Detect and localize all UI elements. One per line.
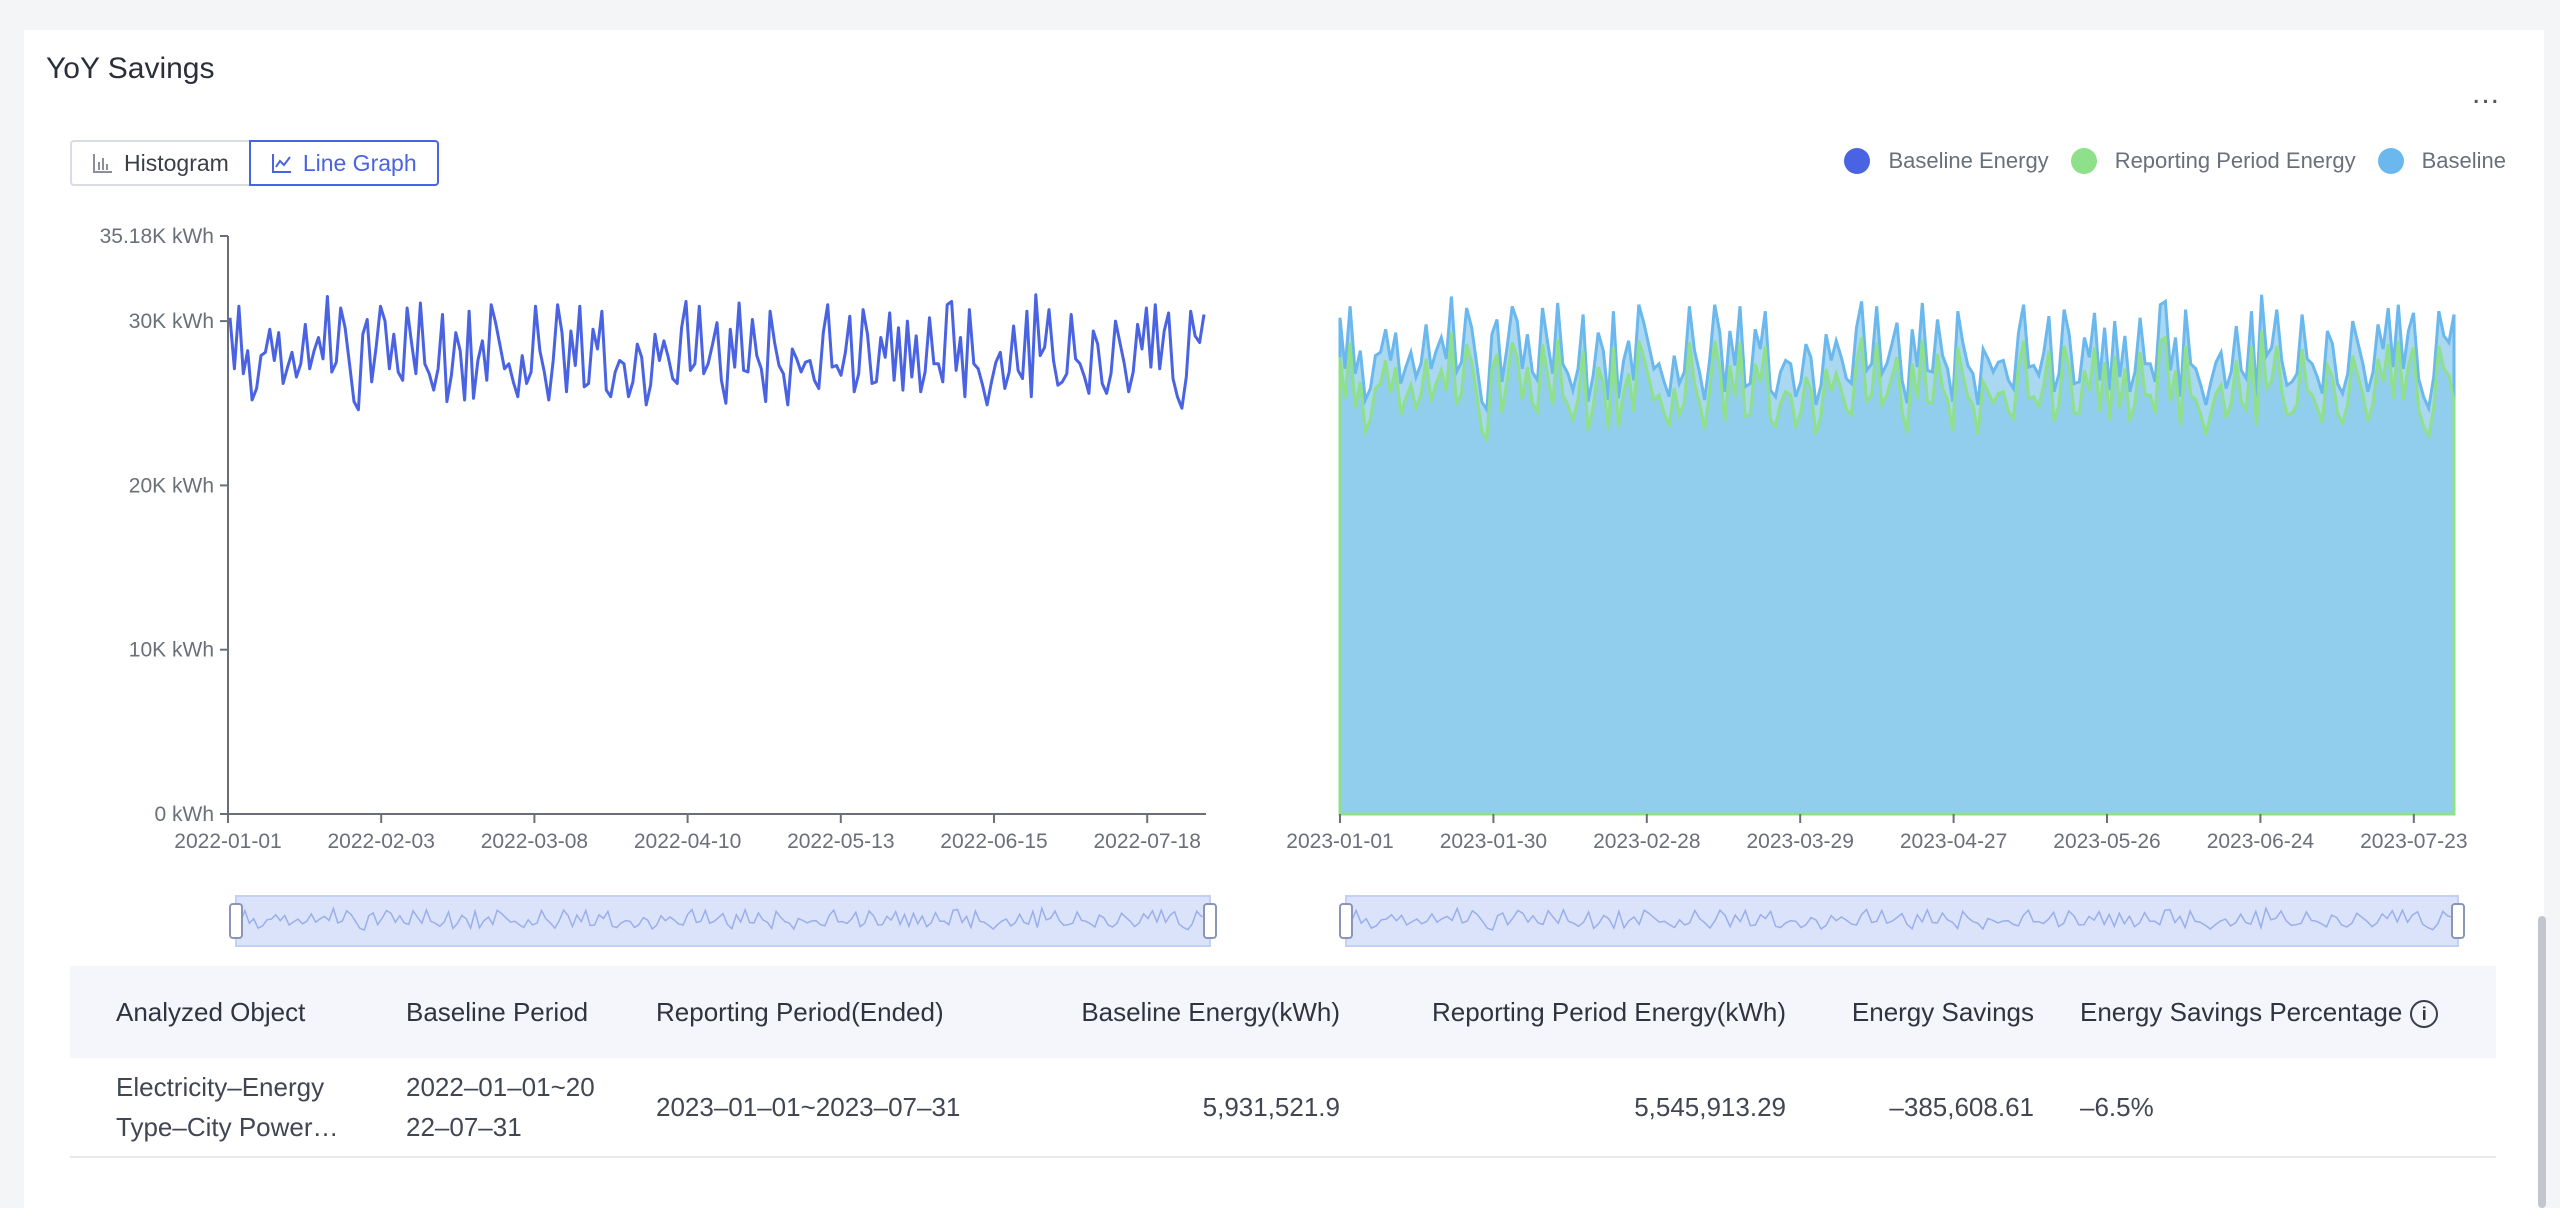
line-graph-icon (271, 154, 291, 173)
chart-legend: Baseline Energy Reporting Period Energy … (1844, 148, 2506, 174)
info-icon[interactable]: i (2410, 1000, 2439, 1029)
left-zoom-preview (235, 905, 1211, 931)
series-line-baseline-energy (228, 293, 1206, 412)
legend-label: Baseline (2421, 148, 2506, 173)
header-savings-percentage-label: Energy Savings Percentage (2080, 997, 2403, 1027)
cell-reporting-energy: 5,545,913.29 (1634, 1092, 1786, 1122)
legend-dot-baseline-energy (1844, 148, 1871, 174)
histogram-button[interactable]: Histogram (70, 140, 249, 186)
x-tick-label: 2022-01-01 (174, 830, 281, 853)
cell-energy-savings: –385,608.61 (1889, 1092, 2034, 1122)
legend-dot-reporting-period-energy (2070, 148, 2097, 174)
line-graph-button[interactable]: Line Graph (248, 140, 439, 186)
charts-canvas: 0 kWh 10K kWh 20K kWh 30K kWh 35.18K kWh 2022… (100, 225, 2468, 947)
x-tick-label: 2022-04-10 (634, 830, 741, 853)
cell-baseline-energy: 5,931,521.9 (1202, 1092, 1340, 1122)
right-zoom-handle-end[interactable] (2451, 903, 2465, 939)
legend-item-reporting-period-energy[interactable]: Reporting Period Energy (2070, 148, 2356, 174)
right-zoom-preview (1345, 906, 2459, 931)
x-tick-label: 2023-07-23 (2360, 830, 2467, 853)
left-zoom-handle-end[interactable] (1203, 903, 1217, 939)
right-zoom-track (1345, 895, 2459, 947)
x-tick-label: 2023-01-01 (1286, 830, 1393, 853)
y-tick-label: 0 kWh (154, 803, 214, 826)
x-tick-label: 2023-02-28 (1593, 830, 1700, 853)
y-tick-label: 30K kWh (129, 310, 214, 333)
cell-analyzed-object: Electricity–Energy Type–City Power… (70, 1067, 360, 1147)
header-savings-percentage: Energy Savings Percentage i (2034, 992, 2494, 1032)
left-zoom-handle-start[interactable] (229, 903, 243, 939)
legend-item-baseline-energy[interactable]: Baseline Energy (1844, 148, 2049, 174)
header-energy-savings: Energy Savings (1851, 997, 2034, 1027)
histogram-label: Histogram (124, 149, 229, 176)
table-row: Electricity–Energy Type–City Power… 2022… (70, 1058, 2496, 1158)
x-tick-label: 2023-04-27 (1900, 830, 2007, 853)
x-tick-label: 2023-06-24 (2207, 830, 2315, 853)
left-zoom-track (235, 895, 1211, 947)
x-tick-label: 2023-03-29 (1746, 830, 1853, 853)
x-tick-label: 2023-05-26 (2053, 830, 2160, 853)
x-tick-label: 2022-02-03 (327, 830, 434, 853)
histogram-icon (93, 154, 112, 173)
card-title: YoY Savings (46, 52, 215, 85)
x-tick-label: 2022-03-08 (481, 830, 588, 853)
cell-reporting-period: 2023–01–01~2023–07–31 (656, 1092, 961, 1122)
x-tick-label: 2022-06-15 (940, 830, 1047, 853)
legend-label: Baseline Energy (1888, 148, 2049, 173)
chart-type-toggle: Histogram Line Graph (70, 140, 439, 186)
y-tick-label: 20K kWh (129, 474, 214, 497)
legend-dot-baseline (2377, 148, 2404, 174)
legend-label: Reporting Period Energy (2114, 148, 2356, 173)
header-analyzed-object: Analyzed Object (116, 997, 306, 1027)
line-graph-label: Line Graph (302, 149, 417, 176)
object-line-1: Electricity–Energy (116, 1072, 325, 1102)
header-baseline-period: Baseline Period (406, 997, 589, 1027)
legend-item-baseline[interactable]: Baseline (2377, 148, 2506, 174)
baseline-period-line-2: 22–07–31 (406, 1112, 522, 1142)
object-line-2: Type–City Power… (116, 1112, 339, 1142)
baseline-period-line-1: 2022–01–01~20 (406, 1072, 595, 1102)
series-area-reporting-period-energy (1338, 330, 2456, 816)
header-baseline-energy: Baseline Energy(kWh) (1081, 997, 1340, 1027)
table-header: Analyzed Object Baseline Period Reportin… (70, 966, 2496, 1058)
y-tick-label: 35.18K kWh (100, 225, 214, 248)
x-tick-label: 2023-01-30 (1440, 830, 1547, 853)
cell-savings-percentage: –6.5% (2080, 1092, 2154, 1122)
page-scrollbar[interactable] (2538, 916, 2546, 1208)
right-zoom-handle-start[interactable] (1339, 903, 1353, 939)
x-tick-label: 2022-05-13 (787, 830, 894, 853)
header-reporting-period: Reporting Period(Ended) (656, 997, 944, 1027)
header-reporting-energy: Reporting Period Energy(kWh) (1431, 997, 1786, 1027)
y-tick-label: 10K kWh (129, 639, 214, 662)
cell-baseline-period: 2022–01–01~20 22–07–31 (360, 1067, 610, 1147)
savings-table: Analyzed Object Baseline Period Reportin… (70, 966, 2496, 1158)
x-tick-label: 2022-07-18 (1093, 830, 1200, 853)
